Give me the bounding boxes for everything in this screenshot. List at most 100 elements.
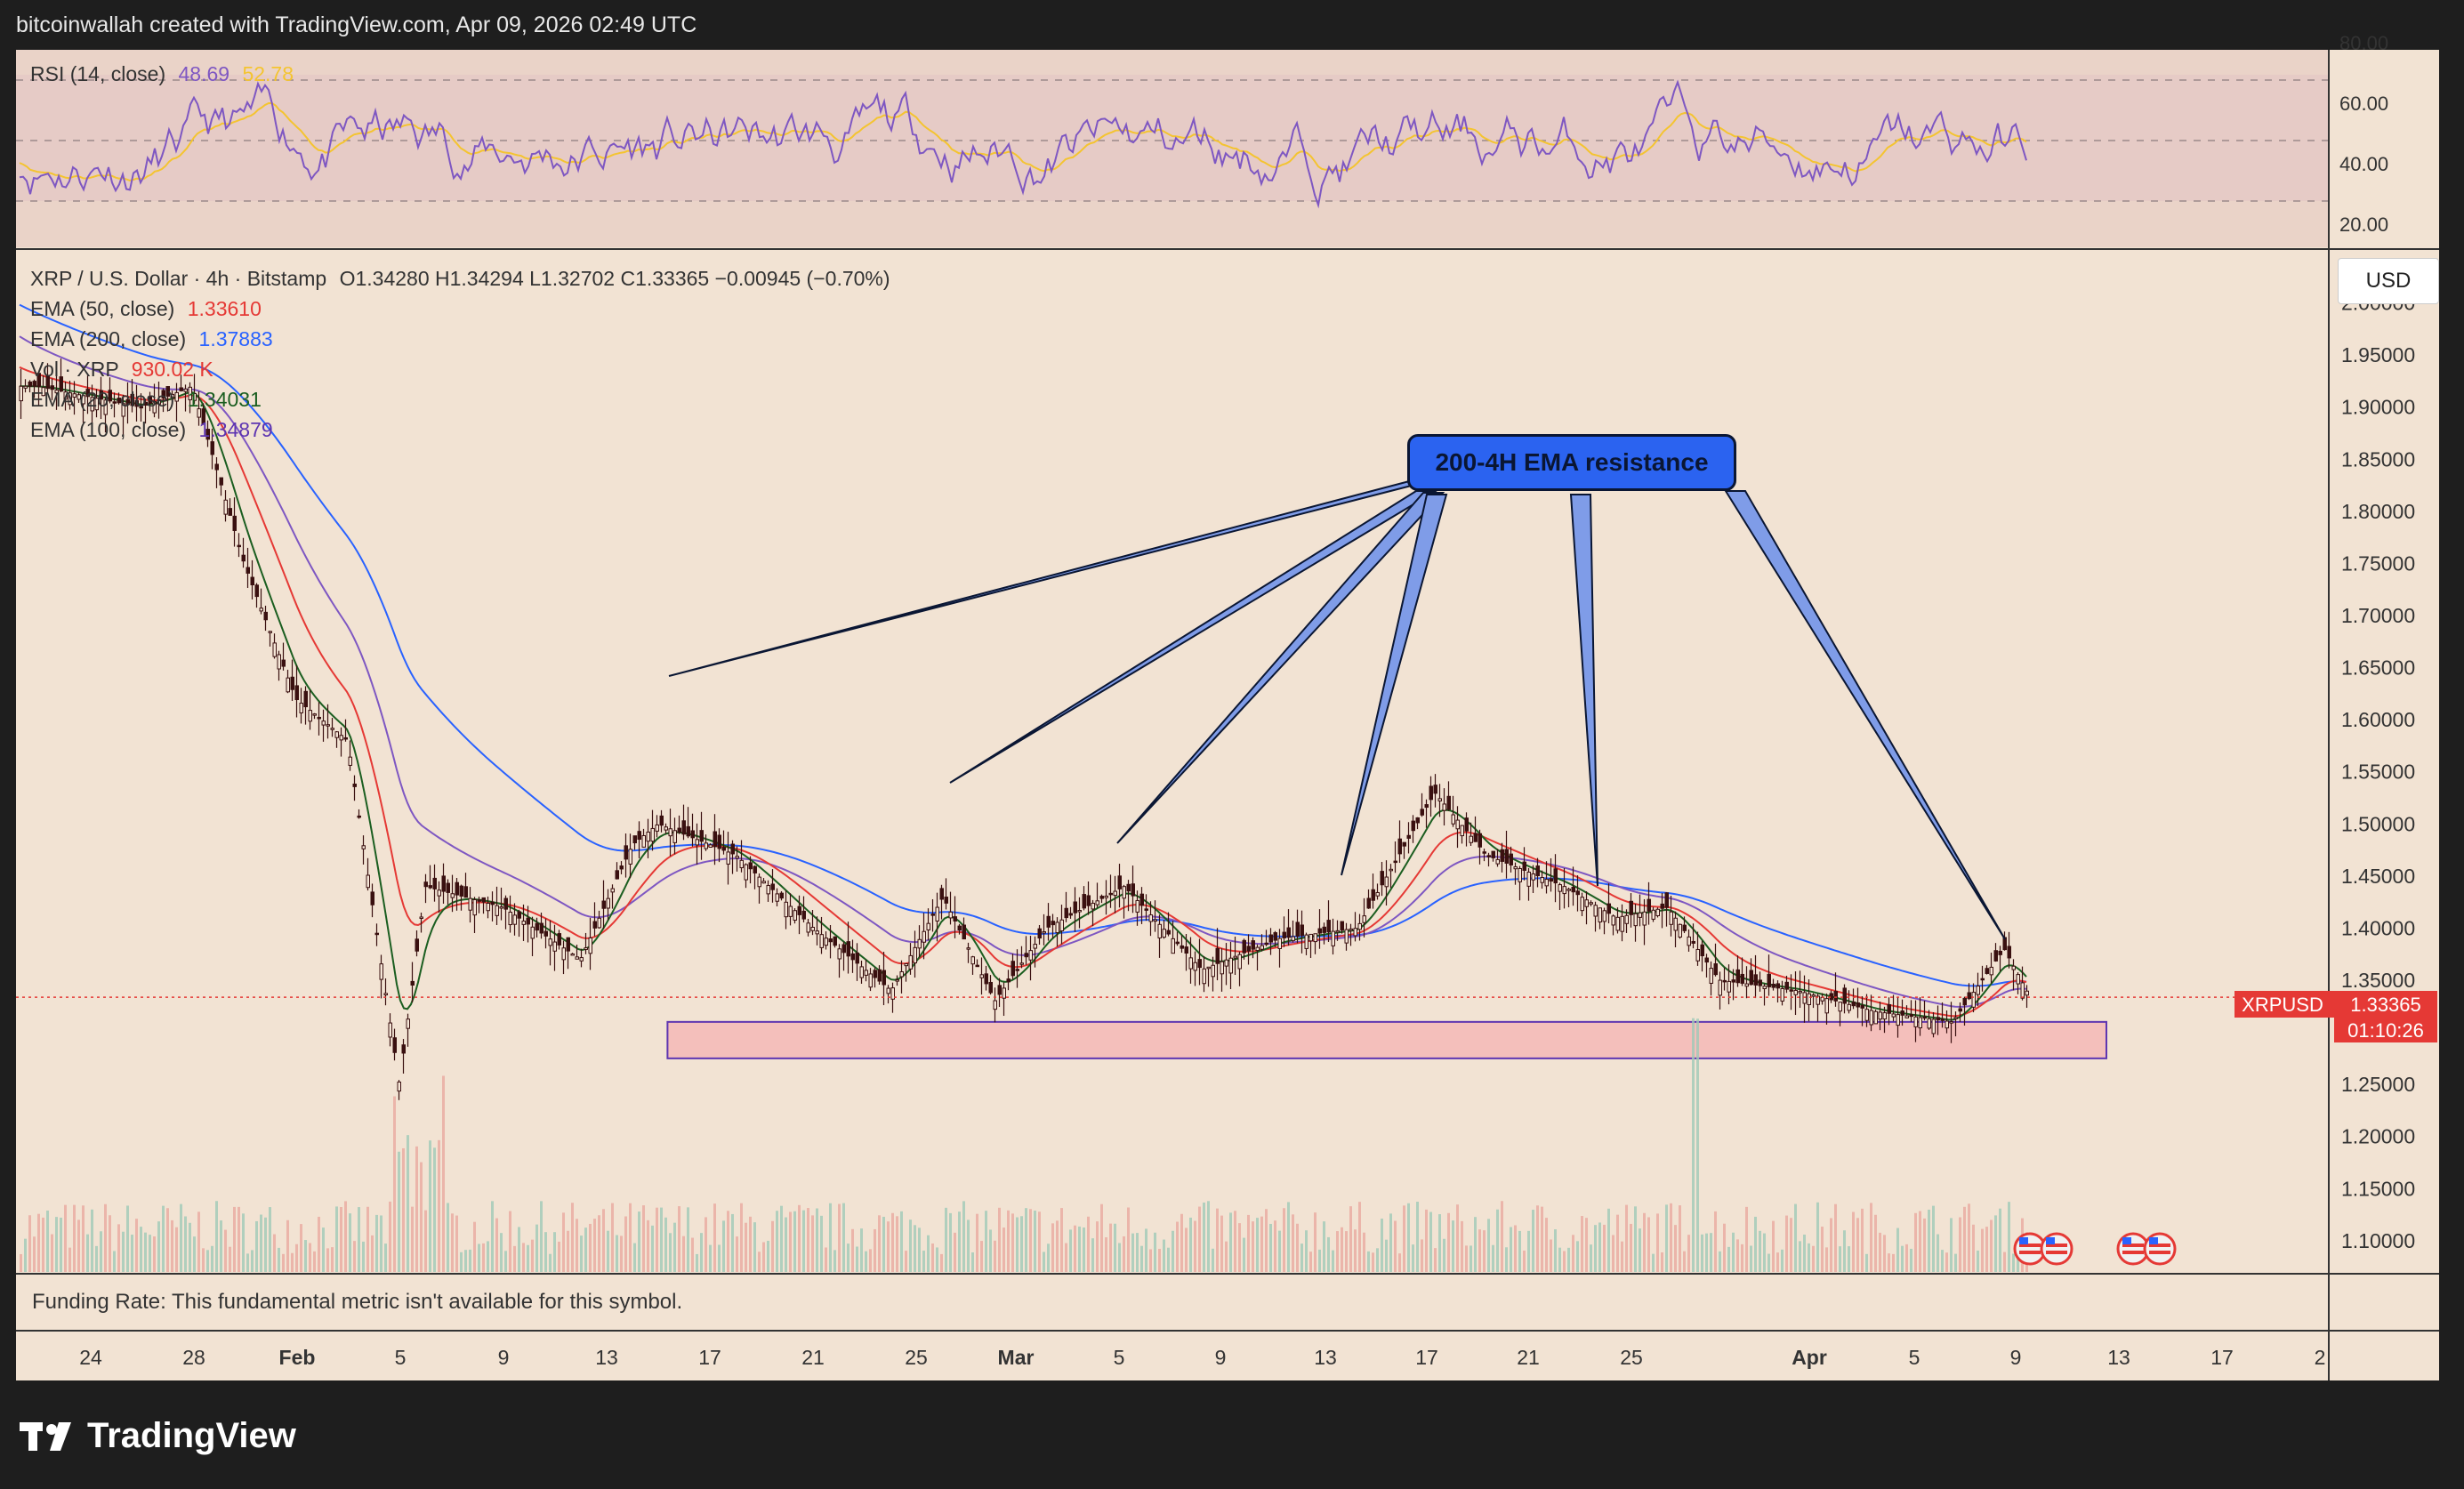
- candle-body: [299, 703, 303, 713]
- candle-body: [72, 393, 76, 398]
- candle-body: [370, 891, 374, 905]
- funding-rate-message: Funding Rate: This fundamental metric is…: [32, 1290, 683, 1314]
- price-axis-tick: 1.55000: [2341, 761, 2415, 784]
- candle-body: [348, 756, 352, 766]
- candle-body: [397, 1081, 401, 1092]
- volume-bar: [1203, 1202, 1205, 1272]
- volume-bar: [100, 1231, 102, 1272]
- indicator-ema100[interactable]: EMA (100, close) 1.34879: [30, 418, 273, 442]
- callout-pointer: [1341, 494, 1448, 876]
- volume-bar: [1532, 1210, 1534, 1272]
- volume-bar: [1140, 1245, 1143, 1272]
- tradingview-logo-text: TradingView: [87, 1416, 296, 1455]
- indicator-ema50[interactable]: EMA (50, close) 1.33610: [30, 297, 262, 321]
- volume-bar: [171, 1219, 173, 1272]
- indicator-label: EMA (20, close): [30, 388, 175, 411]
- candle-body: [1518, 867, 1522, 882]
- volume-bar: [798, 1204, 801, 1272]
- volume-bar: [616, 1235, 618, 1272]
- candle-body: [1945, 1020, 1949, 1029]
- candle-body: [281, 659, 286, 667]
- candle-body: [1068, 913, 1073, 916]
- currency-button[interactable]: USD: [2338, 258, 2439, 304]
- candle-body: [1593, 905, 1598, 917]
- ema-resistance-callout[interactable]: 200-4H EMA resistance: [1407, 434, 1736, 491]
- indicator-volume[interactable]: Vol · XRP 930.02 K: [30, 358, 213, 382]
- indicator-value: 1.34879: [198, 418, 273, 441]
- candle-body: [1842, 987, 1847, 1004]
- volume-bar: [344, 1201, 347, 1272]
- volume-bar: [1225, 1241, 1228, 1272]
- symbol-legend: XRP / U.S. Dollar · 4h · Bitstamp O1.342…: [30, 267, 890, 291]
- volume-bar: [1341, 1227, 1343, 1272]
- volume-bar: [1767, 1253, 1770, 1272]
- candle-body: [948, 911, 953, 919]
- volume-bar: [1078, 1226, 1081, 1272]
- candle-body: [1976, 986, 1980, 995]
- indicator-ema200[interactable]: EMA (200, close) 1.37883: [30, 327, 273, 351]
- volume-bar: [487, 1241, 489, 1272]
- volume-bar: [1959, 1217, 1961, 1272]
- volume-bar: [1456, 1204, 1459, 1272]
- candle-body: [1175, 941, 1180, 945]
- volume-bar: [851, 1228, 854, 1272]
- candle-body: [882, 970, 886, 986]
- attribution-text: bitcoinwallah created with TradingView.c…: [16, 12, 697, 37]
- candle-body: [1927, 1018, 1931, 1029]
- volume-bar: [651, 1225, 654, 1272]
- callout-pointer: [1724, 490, 2006, 940]
- candle-body: [321, 720, 326, 726]
- price-axis-tick: 1.60000: [2341, 708, 2415, 731]
- candle-body: [721, 847, 726, 851]
- volume-bar: [1020, 1216, 1023, 1272]
- volume-bar: [1977, 1250, 1979, 1272]
- volume-bar: [656, 1207, 658, 1272]
- candle-body: [1651, 909, 1655, 920]
- candle-body: [406, 1018, 410, 1029]
- volume-bar: [722, 1220, 725, 1272]
- candle-body: [988, 981, 993, 994]
- candle-body: [1824, 998, 1829, 1014]
- candle-body: [477, 899, 481, 902]
- candle-body: [219, 477, 223, 486]
- candle-body: [1833, 991, 1838, 1002]
- candle-body: [610, 888, 615, 893]
- volume-bar: [1670, 1203, 1672, 1272]
- volume-bar: [189, 1222, 191, 1272]
- volume-bar: [1576, 1241, 1579, 1272]
- volume-bar: [958, 1211, 961, 1272]
- volume-bar: [567, 1230, 569, 1272]
- volume-bar: [1776, 1252, 1779, 1272]
- volume-bar: [46, 1210, 49, 1272]
- volume-bar: [1131, 1233, 1134, 1272]
- volume-bar: [384, 1244, 387, 1272]
- indicator-ema20[interactable]: EMA (20, close) 1.34031: [30, 388, 262, 412]
- candle-body: [735, 856, 739, 859]
- volume-bar: [1527, 1230, 1530, 1272]
- volume-bar: [149, 1235, 151, 1272]
- volume-bar: [513, 1245, 516, 1272]
- candle-body: [112, 401, 117, 404]
- candle-body: [1157, 923, 1162, 938]
- candle-body: [1615, 916, 1620, 931]
- candle-body: [1464, 817, 1469, 832]
- candle-body: [1308, 933, 1313, 942]
- candle-body: [63, 391, 68, 400]
- chart-frame[interactable]: [16, 50, 2439, 1380]
- volume-bar: [1136, 1233, 1139, 1272]
- candle-body: [1789, 989, 1793, 992]
- volume-bar: [389, 1201, 391, 1272]
- candle-body: [704, 842, 708, 849]
- candle-body: [1851, 1001, 1856, 1007]
- volume-bar: [407, 1135, 409, 1272]
- volume-bar: [860, 1228, 863, 1272]
- candle-body: [1913, 1016, 1918, 1027]
- volume-bar: [1905, 1244, 1908, 1272]
- candle-body: [1629, 900, 1633, 915]
- candle-body: [388, 1022, 392, 1038]
- tradingview-logo[interactable]: TradingView: [20, 1416, 296, 1456]
- symbol-title: XRP / U.S. Dollar · 4h · Bitstamp: [30, 267, 327, 290]
- volume-bar: [633, 1243, 636, 1272]
- candle-body: [1246, 946, 1251, 952]
